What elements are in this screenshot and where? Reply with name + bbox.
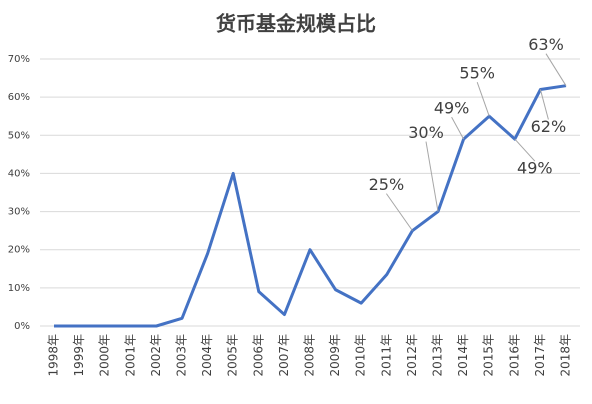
data-label: 30%: [408, 123, 444, 142]
y-tick-label: 30%: [8, 207, 30, 218]
leader-line: [451, 116, 465, 140]
leader-line: [425, 141, 439, 212]
x-tick-label: 2001年: [123, 334, 137, 377]
x-tick-label: 2004年: [200, 334, 214, 377]
leader-line: [545, 53, 567, 86]
data-label: 49%: [434, 99, 470, 118]
data-label: 49%: [517, 159, 553, 178]
x-tick-label: 2017年: [533, 334, 547, 377]
x-tick-label: 2012年: [405, 334, 419, 377]
y-tick-label: 20%: [8, 245, 30, 256]
x-tick-label: 2000年: [98, 334, 112, 377]
x-tick-label: 2018年: [559, 334, 573, 377]
data-line: [54, 84, 567, 328]
x-tick-label: 2013年: [431, 334, 445, 377]
x-tick-label: 2009年: [328, 334, 342, 377]
x-tick-label: 2008年: [303, 334, 317, 377]
y-tick-label: 40%: [8, 168, 30, 179]
x-tick-label: 2003年: [175, 334, 189, 377]
x-tick-label: 2002年: [149, 334, 163, 377]
y-tick-label: 50%: [8, 130, 30, 141]
x-tick-label: 1999年: [72, 334, 86, 377]
data-label: 55%: [459, 64, 495, 83]
data-label: 25%: [369, 175, 405, 194]
x-tick-label: 2011年: [379, 334, 393, 377]
y-tick-label: 10%: [8, 283, 30, 294]
x-tick-label: 1998年: [47, 334, 61, 377]
x-tick-label: 2010年: [354, 334, 368, 377]
chart-title: 货币基金规模占比: [216, 12, 376, 36]
x-tick-label: 2014年: [456, 334, 470, 377]
leader-line: [385, 193, 413, 231]
leader-line: [514, 138, 536, 162]
leader-line: [476, 82, 490, 117]
x-tick-label: 2007年: [277, 334, 291, 377]
y-tick-label: 0%: [14, 321, 30, 332]
data-label: 63%: [528, 35, 564, 54]
x-tick-label: 2016年: [507, 334, 521, 377]
x-tick-label: 2006年: [251, 334, 265, 377]
y-tick-label: 70%: [8, 54, 30, 65]
x-tick-label: 2015年: [482, 334, 496, 377]
leader-line: [539, 89, 549, 120]
y-tick-label: 60%: [8, 92, 30, 103]
x-tick-label: 2005年: [226, 334, 240, 377]
data-label: 62%: [531, 117, 567, 136]
